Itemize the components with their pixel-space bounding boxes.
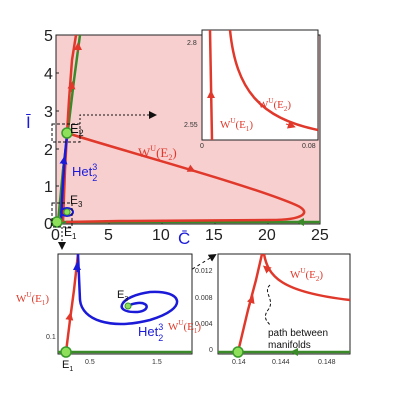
y-tick-1: 1	[44, 179, 53, 196]
inset-bl-label-wu-e1: WU(E1)	[16, 291, 49, 307]
inset-top: 2.8 2.55 0 0.08 WU(E1) WU(E2)	[184, 29, 319, 150]
label-e1: E1	[64, 225, 77, 241]
red-manifold-e1	[61, 35, 78, 223]
connector-top	[79, 111, 157, 124]
main-frame	[55, 34, 321, 225]
inset-top-label-e2: WU(E2)	[258, 97, 291, 113]
inset-br-label-wu-e2: WU(E2)	[290, 267, 323, 283]
x-tick-20: 20	[258, 227, 276, 244]
inset-br-path-note-2: manifolds	[268, 340, 311, 351]
inset-br-x-0.14: 0.14	[232, 359, 246, 366]
inset-br-point-e1	[232, 346, 244, 358]
inset-top-wu-e2	[228, 30, 318, 132]
point-e1	[51, 216, 63, 228]
x-tick-5: 5	[104, 227, 113, 244]
inset-bl-wu-e1	[64, 254, 80, 353]
inset-top-y-2.55: 2.55	[184, 122, 198, 129]
inset-br-label-wu-e1: WU(E1)	[168, 319, 201, 335]
inset-br-frame	[217, 253, 351, 355]
inset-bottom-left: 0.1 0.5 1.5 E3 E1 WU(E1) Het3 2	[16, 253, 193, 373]
x-tick-25: 25	[311, 227, 329, 244]
point-e3	[63, 208, 71, 216]
inset-top-label-e1: WU(E1)	[220, 117, 253, 133]
point-e2	[61, 127, 73, 139]
x-tick-10: 10	[152, 227, 170, 244]
y-tick-2: 2	[44, 142, 53, 159]
y-axis-label: Ī	[26, 113, 31, 132]
inset-bl-label-e3: E3	[117, 289, 128, 303]
inset-br-path-arrow	[264, 284, 272, 326]
label-wu-e2: WU(E2)	[138, 144, 177, 162]
inset-br-path-note-1: path between	[268, 328, 328, 339]
label-het: Het3 2	[72, 162, 97, 183]
inset-br-y-0.004: 0.004	[195, 321, 213, 328]
inset-top-wu-e1	[208, 30, 214, 140]
inset-bl-het-spiral	[76, 254, 179, 326]
y-tick-3: 3	[44, 104, 53, 121]
y-tick-0: 0	[44, 216, 53, 233]
inset-top-x-0: 0	[200, 143, 204, 150]
spiral-e3-main	[60, 207, 74, 217]
inset-br-x-0.144: 0.144	[272, 359, 290, 366]
y-tick-4: 4	[44, 66, 53, 83]
inset-bl-x-0.5: 0.5	[85, 359, 95, 366]
inset-br-y-0: 0	[209, 347, 213, 354]
label-e2: E2	[70, 121, 84, 138]
label-e3: E3	[70, 193, 83, 209]
x-axis-label: C̄	[178, 229, 190, 248]
inset-br-y-0.008: 0.008	[195, 295, 213, 302]
red-manifold-e2	[65, 131, 306, 224]
inset-bottom-right: 0.012 0.008 0.004 0 0.14 0.144 0.148 WU(…	[168, 253, 351, 366]
x-tick-0: 0	[51, 227, 60, 244]
inset-bl-y-0.1: 0.1	[46, 334, 56, 341]
inset-top-y-2.8: 2.8	[187, 40, 197, 47]
x-tick-15: 15	[205, 227, 223, 244]
inset-top-frame	[201, 29, 319, 141]
inset-bl-label-het: Het3 2	[138, 322, 163, 343]
inset-top-x-0.08: 0.08	[302, 143, 316, 150]
inset-br-wu-e1	[236, 254, 264, 353]
inset-br-wu-e2	[262, 254, 350, 302]
inset-br-y-0.012: 0.012	[195, 268, 213, 275]
zoom-box-e1	[51, 202, 73, 228]
inset-bl-point-e3	[124, 302, 132, 310]
zoom-box-e2	[51, 123, 81, 143]
inset-bl-x-1.5: 1.5	[152, 359, 162, 366]
inset-br-x-0.148: 0.148	[318, 359, 336, 366]
inset-bl-point-e1	[60, 346, 72, 358]
inset-bl-label-e1: E1	[62, 359, 73, 373]
het-orbit-main	[59, 134, 69, 223]
y-tick-5: 5	[44, 28, 53, 45]
